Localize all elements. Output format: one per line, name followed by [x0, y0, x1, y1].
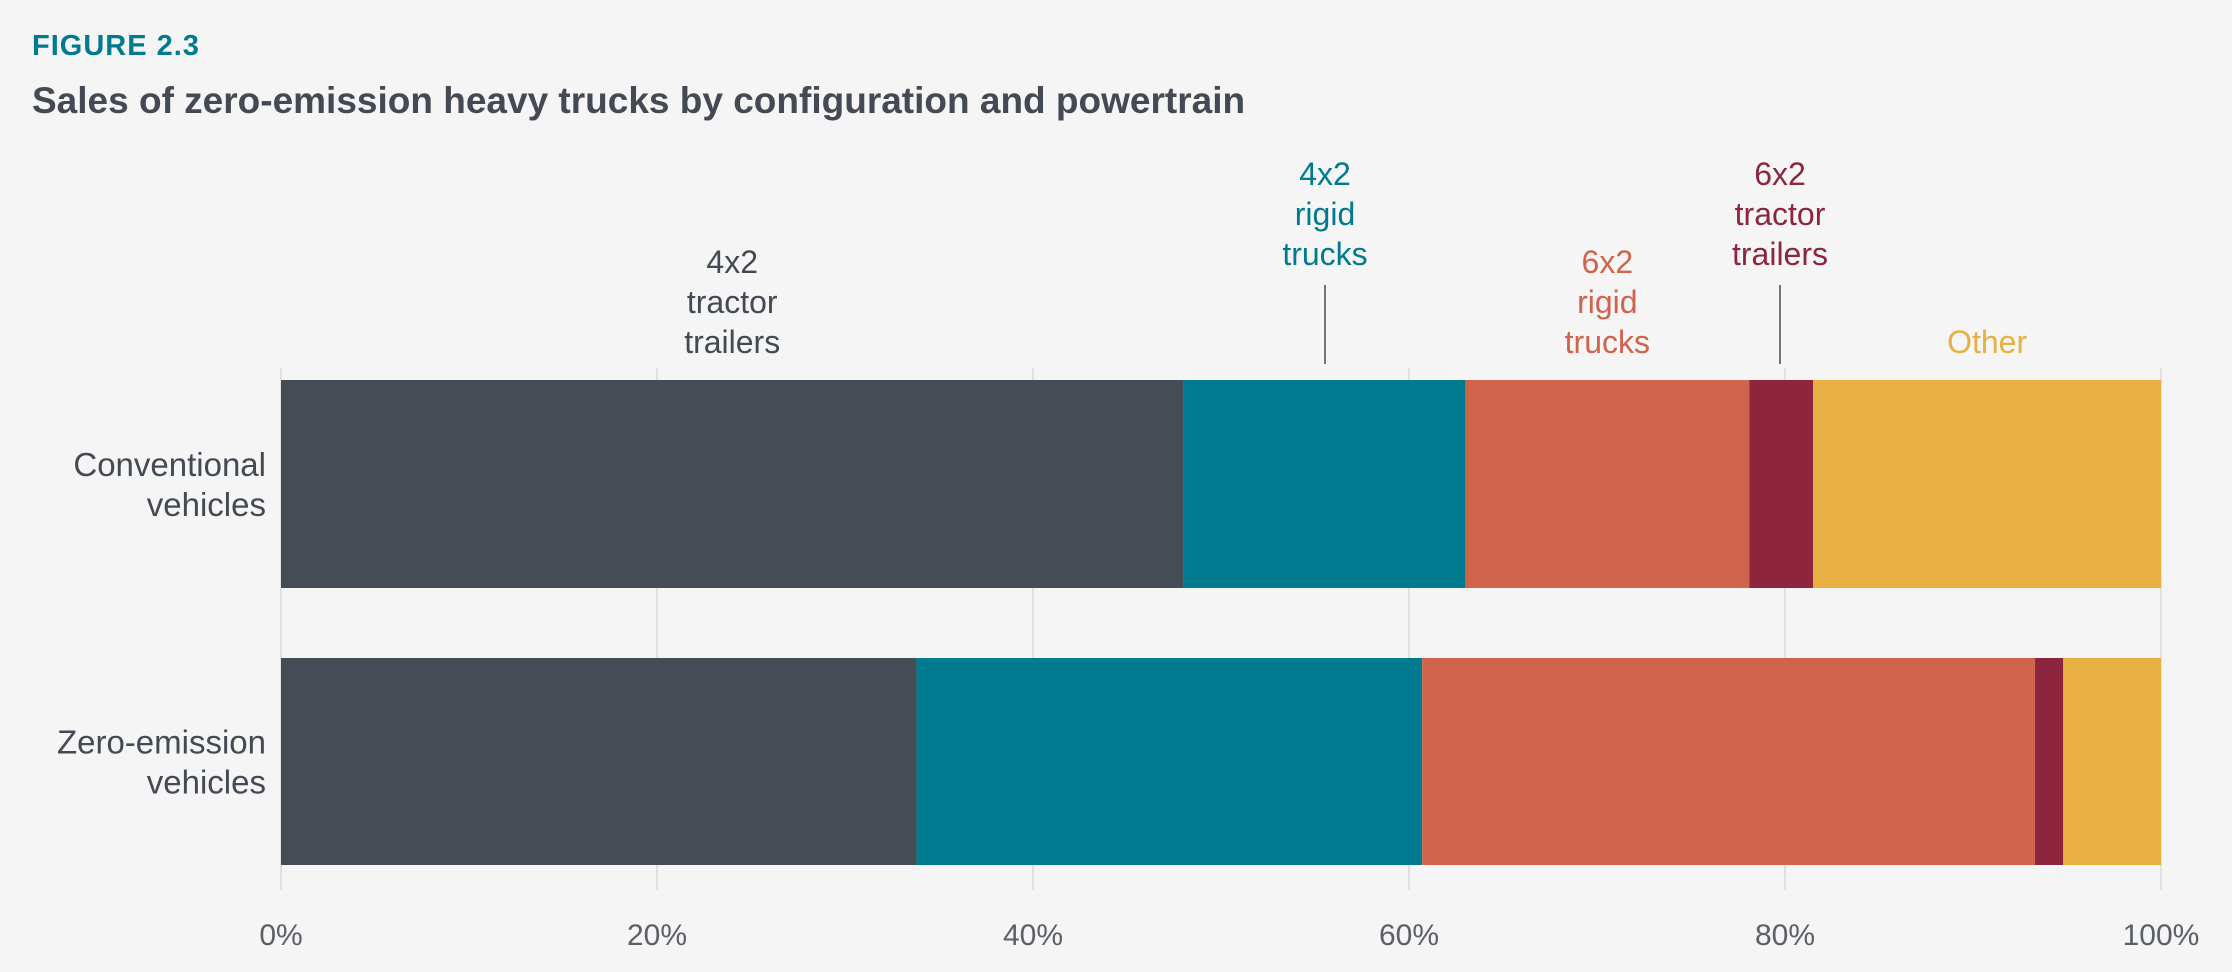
bar-segment [916, 658, 1423, 865]
bar-segment [1465, 380, 1750, 588]
series-label: 6x2 rigid trucks [1565, 244, 1650, 360]
series-label: 6x2 tractor trailers [1732, 156, 1828, 272]
category-label: Zero-emission vehicles [57, 724, 266, 801]
category-label: Conventional vehicles [73, 446, 266, 523]
bar-segment [1749, 380, 1814, 588]
bar-segment [2063, 658, 2161, 865]
chart-title: Sales of zero-emission heavy trucks by c… [32, 80, 1246, 121]
x-tick-label: 60% [1379, 919, 1439, 952]
bars [281, 380, 2161, 865]
x-axis-ticks: 0% 20% 40% 60% 80% 100% [259, 919, 2199, 952]
series-label: Other [1947, 324, 2027, 360]
x-tick-label: 80% [1755, 919, 1815, 952]
figure-label: FIGURE 2.3 [32, 30, 200, 62]
series-label: 4x2 tractor trailers [684, 244, 780, 360]
bar-segment [281, 380, 1184, 588]
series-label: 4x2 rigid trucks [1282, 156, 1367, 272]
x-tick-label: 100% [2123, 919, 2200, 952]
bar-segment [1422, 658, 2036, 865]
bar-segment [1813, 380, 2161, 588]
category-labels: Conventional vehicles Zero-emission vehicle… [57, 446, 266, 801]
bar-segment [281, 658, 917, 865]
bar-segment [2035, 658, 2064, 865]
x-tick-label: 40% [1003, 919, 1063, 952]
series-labels: 4x2 tractor trailers 4x2 rigid trucks 6x2 rigid… [684, 156, 2027, 364]
x-tick-label: 0% [259, 919, 302, 952]
bar-segment [1183, 380, 1466, 588]
x-tick-label: 20% [627, 919, 687, 952]
